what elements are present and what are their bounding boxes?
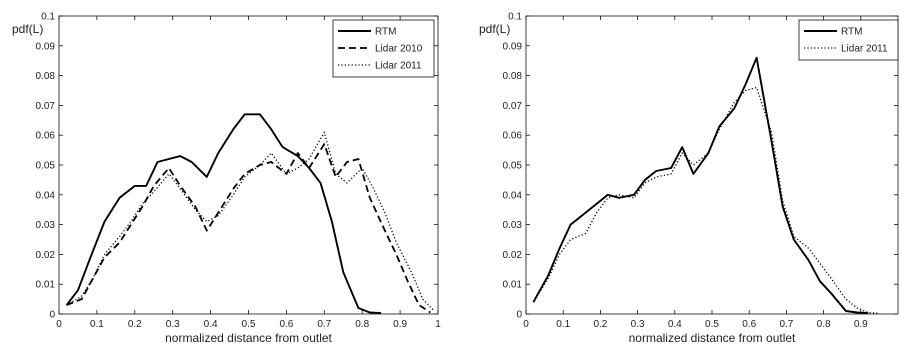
chart-1-legend-label: Lidar 2010 (375, 44, 423, 55)
chart-2-legend-label: Lidar 2011 (841, 44, 888, 55)
chart-2-y-tick-label: 0.03 (503, 220, 523, 231)
chart-2-x-tick-label: 0.3 (631, 319, 645, 330)
chart-1-x-tick-label: 0.3 (166, 319, 180, 330)
chart-2-axes-frame (525, 15, 899, 315)
chart-1-x-tick-label: 1 (435, 319, 441, 330)
chart-1-x-tick-label: 0 (56, 319, 62, 330)
chart-2-series-rtm-line (532, 56, 869, 315)
chart-1-y-tick-label: 0.1 (41, 12, 55, 23)
chart-2-y-axis-label: pdf(L) (479, 22, 510, 36)
chart-1-y-tick-label: 0.09 (36, 41, 56, 52)
chart-1-x-tick-label: 0.9 (393, 319, 407, 330)
chart-1-legend-label: RTM (375, 27, 396, 38)
chart-1-x-tick-label: 0.5 (242, 319, 256, 330)
chart-2-x-tick-label: 0 (523, 319, 529, 330)
chart-1-y-tick-label: 0.04 (36, 190, 56, 201)
chart-2-x-tick-label: 0.1 (556, 319, 570, 330)
chart-2-y-tick-label: 0.04 (503, 190, 523, 201)
chart-2-x-tick-label: 0.6 (742, 319, 756, 330)
chart-1-x-tick-label: 0.1 (90, 319, 104, 330)
chart-1-x-tick-label: 0.6 (279, 319, 293, 330)
chart-1-x-tick-label: 0.7 (317, 319, 331, 330)
chart-1-legend-label: Lidar 2011 (375, 61, 422, 72)
chart-2-series-lidar-2011-line (532, 86, 880, 315)
chart-2-y-tick-label: 0.01 (503, 280, 523, 291)
chart-1-y-tick-label: 0.06 (36, 131, 56, 142)
chart-1-x-tick-label: 0.4 (204, 319, 218, 330)
chart-2-y-tick-label: 0.07 (503, 101, 523, 112)
chart-2-y-tick-label: 0.1 (508, 12, 522, 23)
chart-2-y-tick-label: 0 (516, 310, 522, 321)
chart-2-x-tick-label: 0.4 (668, 319, 682, 330)
chart-1-series-rtm-line (65, 113, 382, 315)
chart-1-series-lidar-2011-line (66, 131, 435, 312)
chart-2-y-tick-label: 0.08 (503, 71, 523, 82)
chart-2-x-axis-label: normalized distance from outlet (629, 331, 796, 345)
chart-2-y-tick-label: 0.06 (503, 131, 523, 142)
chart-1-y-tick-label: 0.01 (36, 280, 56, 291)
chart-2-legend-box (798, 19, 899, 61)
chart-1-x-axis-label: normalized distance from outlet (165, 331, 332, 345)
chart-2-y-tick-label: 0.09 (503, 41, 523, 52)
chart-1-series-lidar-2010-line (66, 143, 431, 314)
chart-1-y-tick-label: 0 (49, 310, 55, 321)
chart-2-x-tick-label: 0.2 (593, 319, 607, 330)
chart-2-legend-label: RTM (841, 27, 862, 38)
chart-1-x-tick-label: 0.8 (355, 319, 369, 330)
chart-1-y-tick-label: 0.08 (36, 71, 56, 82)
chart-2-y-tick-label: 0.02 (503, 250, 523, 261)
chart-1-y-tick-label: 0.05 (36, 161, 56, 172)
chart-2-x-tick-label: 0.9 (854, 319, 868, 330)
chart-1-y-tick-label: 0.02 (36, 250, 56, 261)
chart-1-y-axis-label: pdf(L) (12, 22, 43, 36)
chart-1-y-tick-label: 0.07 (36, 101, 56, 112)
chart-2-y-tick-label: 0.05 (503, 161, 523, 172)
chart-2-x-tick-label: 0.5 (705, 319, 719, 330)
chart-2-x-tick-label: 0.8 (817, 319, 831, 330)
chart-1-y-tick-label: 0.03 (36, 220, 56, 231)
chart-2-x-tick-label: 0.7 (779, 319, 793, 330)
chart-1-x-tick-label: 0.2 (128, 319, 142, 330)
